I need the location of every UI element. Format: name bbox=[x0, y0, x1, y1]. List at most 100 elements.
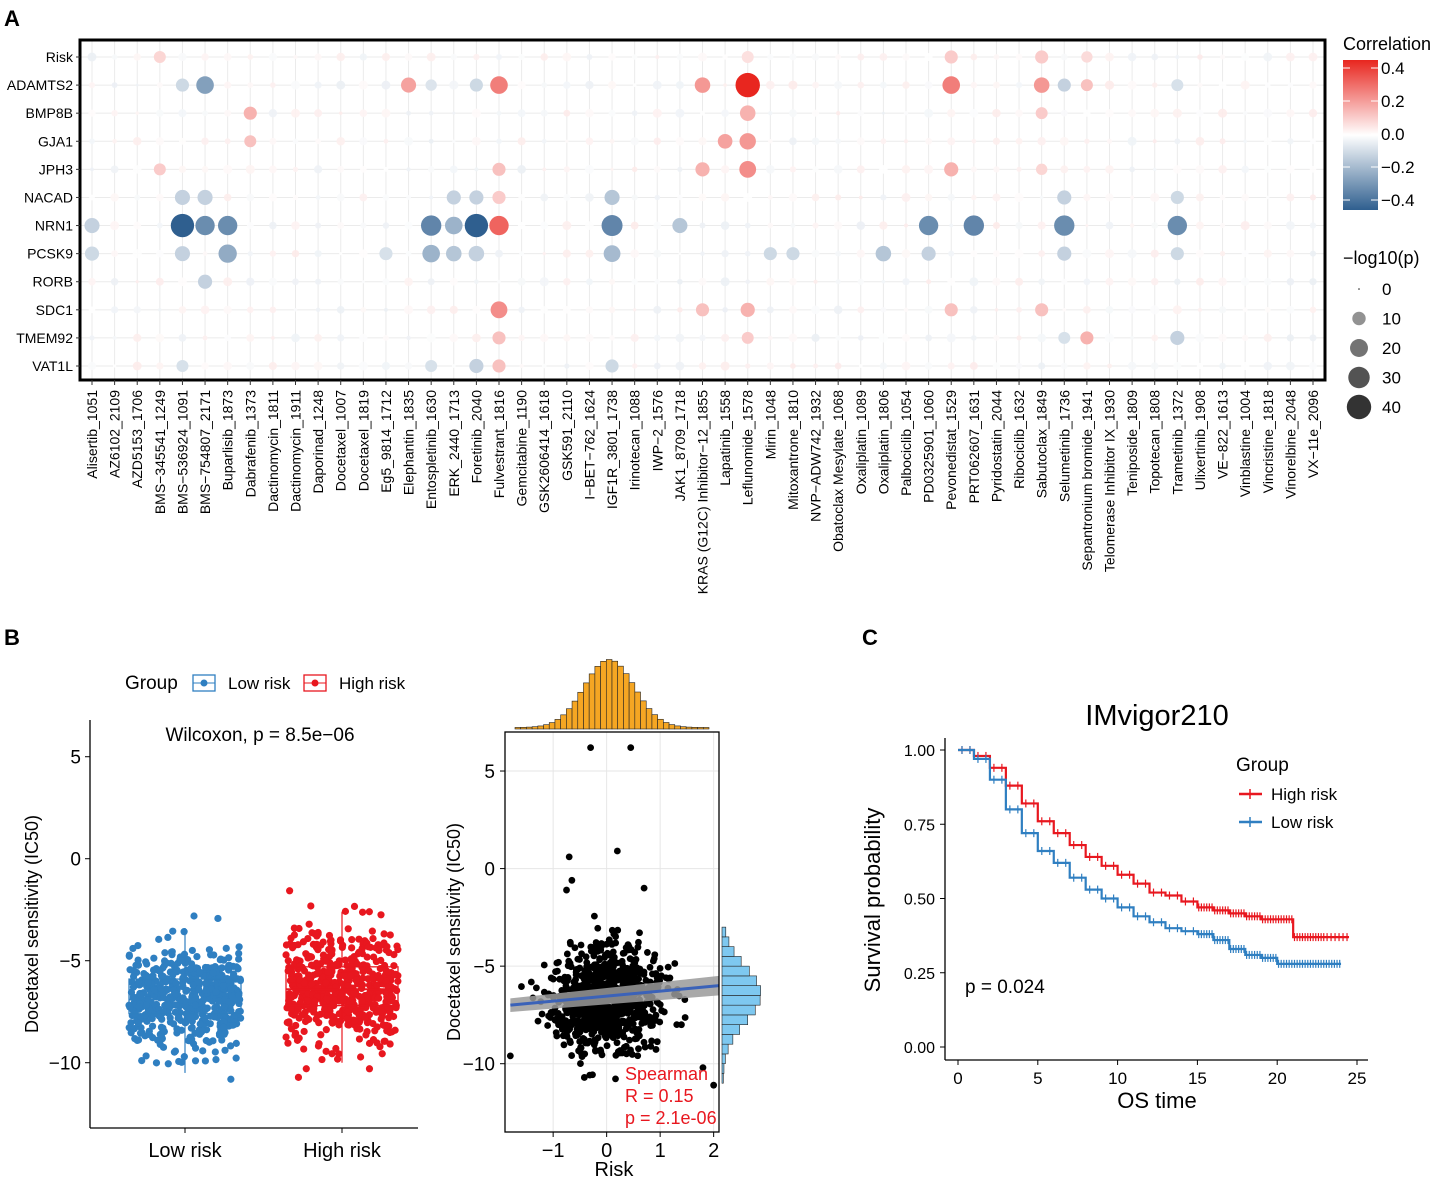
jitter-point bbox=[191, 1029, 199, 1037]
bubble bbox=[1151, 334, 1159, 342]
bubble bbox=[1059, 136, 1069, 146]
scatter-point bbox=[649, 957, 657, 965]
bubble bbox=[1309, 166, 1317, 173]
column-label: PD0325901_1060 bbox=[921, 390, 937, 503]
marginal-histogram-bar bbox=[640, 700, 647, 730]
bubble bbox=[155, 137, 164, 146]
bubble bbox=[813, 363, 819, 369]
bubble bbox=[270, 82, 276, 88]
jitter-point bbox=[201, 1014, 209, 1022]
jitter-point bbox=[380, 961, 389, 970]
bubble bbox=[1105, 249, 1114, 259]
scatter-point bbox=[615, 1007, 623, 1014]
bubble bbox=[1039, 195, 1044, 200]
scatter-point bbox=[527, 978, 535, 986]
scatter-point bbox=[580, 975, 588, 983]
bubble bbox=[406, 110, 412, 116]
marginal-histogram-bar bbox=[554, 719, 561, 730]
bubble bbox=[856, 249, 865, 258]
bubble bbox=[789, 109, 797, 118]
bubble bbox=[653, 305, 662, 314]
x-tick-label: 0 bbox=[953, 1069, 962, 1088]
bubble bbox=[608, 306, 616, 313]
bubble bbox=[901, 249, 911, 258]
jitter-point bbox=[370, 953, 378, 961]
column-label: Vinblastine_1004 bbox=[1237, 390, 1253, 497]
row-label: PCSK9 bbox=[27, 246, 73, 262]
bubble bbox=[178, 165, 187, 173]
panel-label-a: A bbox=[4, 6, 20, 31]
column-label: GSK2606414_1618 bbox=[536, 390, 552, 513]
bubble bbox=[315, 138, 321, 145]
jitter-point bbox=[227, 985, 235, 993]
bubble bbox=[336, 52, 345, 62]
bubble bbox=[517, 81, 526, 90]
bubble bbox=[1173, 362, 1182, 370]
jitter-point bbox=[344, 1021, 352, 1029]
bubble bbox=[767, 222, 774, 229]
bubble bbox=[813, 279, 818, 284]
bubble bbox=[401, 77, 417, 93]
bubble bbox=[654, 334, 661, 342]
jitter-point bbox=[201, 963, 210, 972]
bubble bbox=[383, 138, 389, 144]
bubble bbox=[217, 215, 238, 236]
bubble bbox=[87, 361, 97, 371]
marginal-histogram-bar bbox=[721, 1014, 748, 1025]
bubble bbox=[1309, 306, 1317, 314]
jitter-point bbox=[230, 1011, 238, 1020]
bubble bbox=[269, 250, 277, 257]
row-label: Risk bbox=[46, 49, 74, 65]
bubble bbox=[653, 221, 662, 230]
bubble bbox=[1015, 109, 1023, 117]
bubble bbox=[540, 53, 548, 61]
bubble bbox=[971, 138, 977, 144]
scatter-point bbox=[581, 1050, 589, 1058]
jitter-point bbox=[344, 925, 352, 933]
bubble bbox=[878, 333, 888, 343]
bubble bbox=[291, 221, 300, 230]
scatter-point bbox=[568, 1052, 576, 1059]
bubble bbox=[315, 195, 321, 200]
bubble bbox=[1016, 335, 1022, 341]
bubble bbox=[811, 305, 820, 315]
jitter-point bbox=[348, 944, 356, 952]
bubble bbox=[1240, 277, 1250, 286]
colorbar-label: −0.2 bbox=[1381, 158, 1415, 177]
jitter-point bbox=[162, 978, 170, 986]
bubble bbox=[1127, 249, 1137, 259]
bubble bbox=[1171, 79, 1184, 92]
column-label: KRAS (G12C) Inhibitor−12_1855 bbox=[695, 390, 711, 594]
x-tick-label: 5 bbox=[1033, 1069, 1042, 1088]
column-label: Foretinib_2040 bbox=[468, 390, 484, 484]
scatter-point bbox=[631, 1035, 639, 1043]
bubble bbox=[178, 306, 187, 314]
column-label: Alisertib_1051 bbox=[84, 390, 100, 479]
bubble bbox=[721, 249, 729, 258]
marginal-histogram-bar bbox=[594, 666, 601, 730]
bubble bbox=[1218, 333, 1227, 342]
bubble bbox=[359, 333, 368, 343]
scatter-point bbox=[610, 930, 618, 938]
scatter-point bbox=[635, 1045, 642, 1053]
scatter-point bbox=[565, 853, 573, 861]
bubble bbox=[812, 166, 819, 173]
bubble bbox=[993, 334, 1000, 341]
bubble bbox=[1081, 51, 1093, 63]
bubble bbox=[429, 195, 434, 200]
scatter-point bbox=[601, 960, 609, 968]
bubble bbox=[406, 167, 411, 172]
bubble bbox=[1197, 82, 1203, 88]
marginal-histogram-bar bbox=[600, 661, 607, 730]
bubble bbox=[811, 193, 820, 202]
bubble bbox=[496, 110, 502, 116]
bubble bbox=[381, 52, 390, 62]
bubble bbox=[474, 167, 479, 172]
jitter-point bbox=[212, 988, 220, 996]
bubble bbox=[1151, 278, 1159, 286]
jitter-point bbox=[374, 994, 383, 1002]
bubble bbox=[218, 244, 237, 263]
bubble bbox=[1037, 333, 1046, 343]
bubble bbox=[111, 306, 119, 314]
jitter-point bbox=[369, 975, 377, 984]
